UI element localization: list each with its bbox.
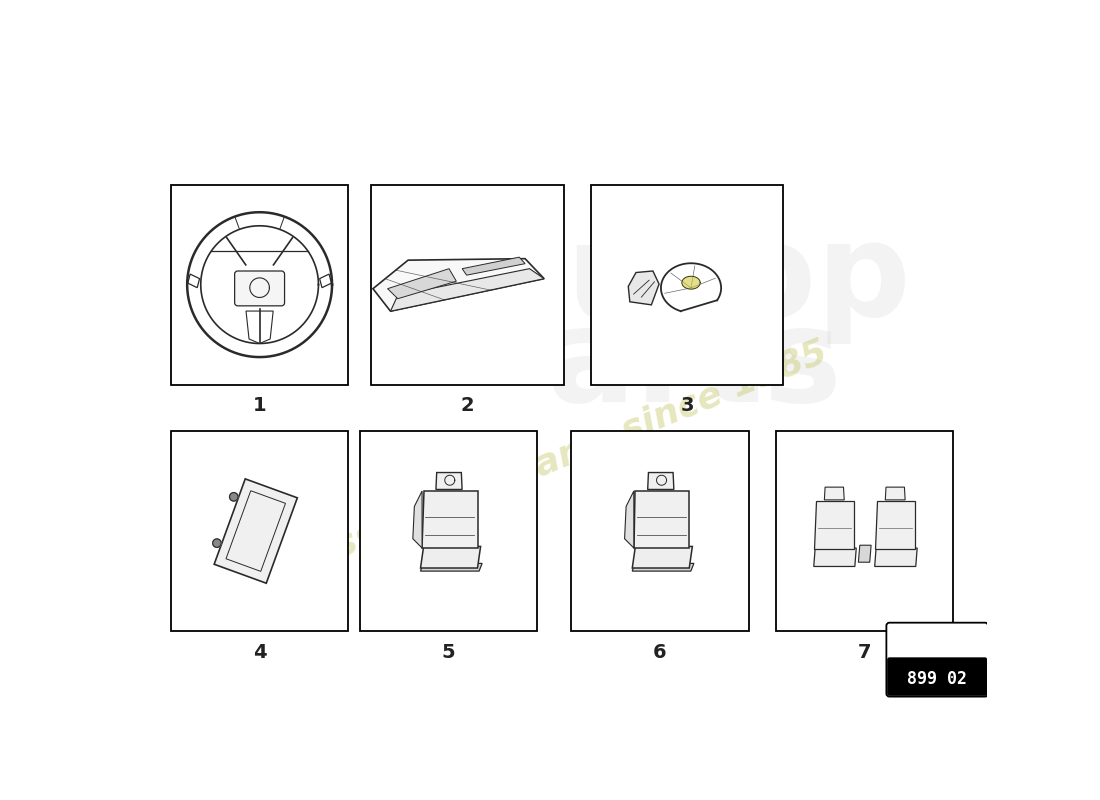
Polygon shape: [390, 269, 544, 311]
Text: 7: 7: [857, 642, 871, 662]
Polygon shape: [422, 491, 477, 548]
Bar: [776, 431, 953, 631]
Bar: [372, 185, 563, 385]
Polygon shape: [824, 487, 844, 500]
Polygon shape: [876, 502, 915, 550]
FancyBboxPatch shape: [888, 658, 988, 696]
Text: europ: europ: [477, 218, 912, 344]
Text: 6: 6: [653, 642, 667, 662]
Polygon shape: [814, 548, 856, 566]
Polygon shape: [886, 487, 905, 500]
Circle shape: [230, 493, 238, 501]
Polygon shape: [632, 563, 694, 571]
Polygon shape: [436, 473, 462, 490]
Polygon shape: [632, 546, 692, 568]
Text: 899 02: 899 02: [908, 670, 967, 688]
Circle shape: [212, 539, 221, 547]
Polygon shape: [874, 548, 917, 566]
Text: 2: 2: [461, 396, 474, 415]
Polygon shape: [858, 546, 871, 562]
Polygon shape: [214, 479, 297, 583]
Polygon shape: [682, 276, 701, 289]
Bar: [360, 431, 537, 631]
Polygon shape: [412, 491, 422, 548]
Bar: [572, 431, 749, 631]
Bar: [591, 185, 783, 385]
Text: 1: 1: [253, 396, 266, 415]
Bar: [172, 185, 348, 385]
Polygon shape: [634, 491, 690, 548]
Polygon shape: [373, 258, 544, 311]
Text: arts: arts: [547, 302, 843, 429]
Text: a passion for parts since 1985: a passion for parts since 1985: [249, 334, 833, 597]
Polygon shape: [387, 269, 456, 298]
Text: 3: 3: [680, 396, 694, 415]
Text: 5: 5: [441, 642, 455, 662]
FancyBboxPatch shape: [887, 622, 988, 697]
Polygon shape: [648, 473, 674, 490]
Polygon shape: [420, 563, 482, 571]
Bar: [172, 431, 348, 631]
Polygon shape: [462, 257, 525, 275]
Polygon shape: [420, 546, 481, 568]
FancyBboxPatch shape: [234, 271, 285, 306]
Polygon shape: [628, 271, 659, 305]
Polygon shape: [625, 491, 634, 548]
Text: 4: 4: [253, 642, 266, 662]
Polygon shape: [814, 502, 854, 550]
